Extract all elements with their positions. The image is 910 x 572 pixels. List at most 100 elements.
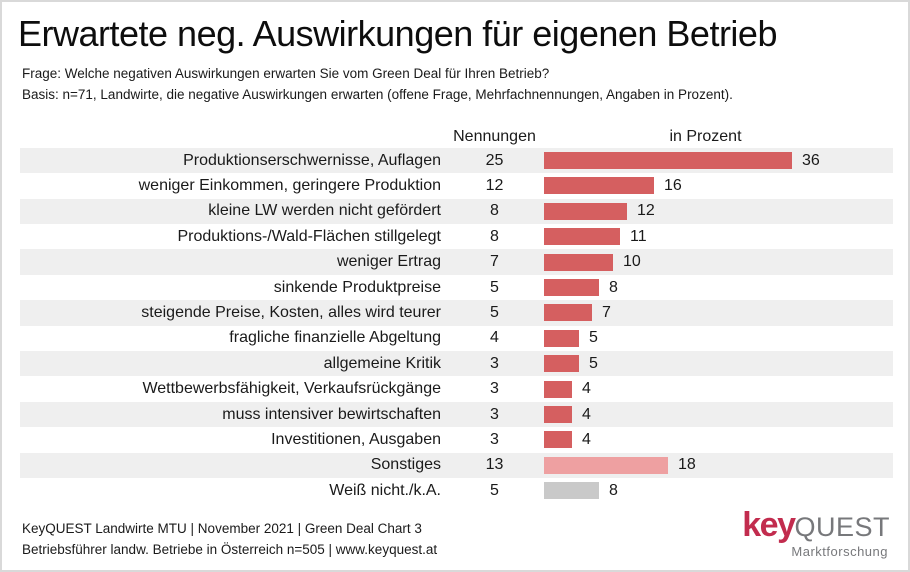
- row-label: weniger Einkommen, geringere Produktion: [138, 176, 441, 194]
- row-bar-cell: 4: [544, 380, 893, 398]
- basis-text: Basis: n=71, Landwirte, die negative Aus…: [22, 86, 733, 102]
- table-row: allgemeine Kritik 3 5: [20, 351, 893, 377]
- row-label: Wettbewerbsfähigkeit, Verkaufsrückgänge: [142, 380, 441, 398]
- row-label: sinkende Produktpreise: [273, 278, 441, 296]
- subtitle-block: Frage: Welche negativen Auswirkungen erw…: [22, 63, 888, 105]
- row-label: Produktionserschwernisse, Auflagen: [183, 151, 441, 169]
- logo-key-text: key: [742, 506, 796, 544]
- row-bar: [544, 152, 792, 170]
- row-percent-value: 8: [609, 481, 618, 499]
- row-label: fragliche finanzielle Abgeltung: [229, 329, 441, 347]
- table-row: steigende Preise, Kosten, alles wird teu…: [20, 300, 893, 326]
- row-bar: [544, 253, 613, 271]
- row-label: Investitionen, Ausgaben: [271, 430, 441, 448]
- row-count-value: 5: [490, 303, 499, 321]
- table-row: Sonstiges 13 18: [20, 452, 893, 478]
- row-label: weniger Ertrag: [336, 253, 441, 271]
- table-row: weniger Einkommen, geringere Produktion …: [20, 173, 893, 198]
- question-text: Frage: Welche negativen Auswirkungen erw…: [22, 65, 550, 81]
- row-percent-value: 4: [582, 380, 591, 398]
- row-label: muss intensiver bewirtschaften: [222, 405, 441, 423]
- row-count-value: 8: [490, 202, 499, 220]
- logo-tagline: Marktforschung: [791, 544, 888, 559]
- row-percent-value: 4: [582, 430, 591, 448]
- logo-wordmark: keyQUEST: [742, 508, 890, 542]
- row-bar: [544, 355, 579, 373]
- row-count-value: 4: [490, 329, 499, 347]
- table-row: sinkende Produktpreise 5 8: [20, 275, 893, 300]
- chart-rows: Produktionserschwernisse, Auflagen 25 36…: [20, 147, 893, 503]
- row-count-value: 3: [490, 380, 499, 398]
- column-headers: Nennungen in Prozent: [20, 122, 893, 146]
- row-bar-cell: 4: [544, 431, 893, 449]
- row-count-value: 5: [490, 481, 499, 499]
- row-label: allgemeine Kritik: [323, 354, 441, 372]
- row-percent-value: 16: [664, 176, 682, 194]
- row-bar: [544, 456, 668, 474]
- row-bar-cell: 16: [544, 177, 893, 195]
- row-count-value: 7: [490, 253, 499, 271]
- table-row: kleine LW werden nicht gefördert 8 12: [20, 198, 893, 225]
- row-percent-value: 10: [623, 253, 641, 271]
- row-percent-value: 11: [630, 227, 647, 245]
- row-count-value: 3: [490, 430, 499, 448]
- row-label: steigende Preise, Kosten, alles wird teu…: [141, 303, 441, 321]
- row-bar-cell: 8: [544, 482, 893, 500]
- row-count-value: 3: [490, 354, 499, 372]
- row-percent-value: 5: [589, 329, 598, 347]
- table-row: muss intensiver bewirtschaften 3 4: [20, 401, 893, 428]
- row-bar: [544, 431, 572, 449]
- row-bar-cell: 18: [544, 456, 893, 474]
- row-bar-cell: 5: [544, 355, 893, 373]
- row-percent-value: 7: [602, 303, 611, 321]
- row-bar: [544, 177, 654, 195]
- row-bar: [544, 304, 592, 322]
- row-bar-cell: 7: [544, 304, 893, 322]
- row-label: kleine LW werden nicht gefördert: [208, 202, 441, 220]
- row-label: Weiß nicht./k.A.: [329, 481, 441, 499]
- table-row: Investitionen, Ausgaben 3 4: [20, 427, 893, 452]
- row-bar-cell: 36: [544, 152, 893, 170]
- row-bar-cell: 10: [544, 253, 893, 271]
- row-label: Sonstiges: [370, 456, 441, 474]
- table-row: Wettbewerbsfähigkeit, Verkaufsrückgänge …: [20, 376, 893, 401]
- row-count-value: 13: [485, 456, 504, 474]
- row-percent-value: 12: [637, 202, 655, 220]
- table-row: fragliche finanzielle Abgeltung 4 5: [20, 326, 893, 351]
- row-count-value: 5: [490, 278, 499, 296]
- row-bar-cell: 5: [544, 329, 893, 347]
- table-row: Weiß nicht./k.A. 5 8: [20, 478, 893, 503]
- footer: KeyQUEST Landwirte MTU | November 2021 |…: [22, 518, 437, 560]
- row-bar: [544, 202, 627, 220]
- footer-line-1: KeyQUEST Landwirte MTU | November 2021 |…: [22, 521, 422, 536]
- column-header-nennungen: Nennungen: [453, 127, 536, 145]
- row-label: Produktions-/Wald-Flächen stillgelegt: [177, 227, 441, 245]
- row-count-value: 3: [490, 405, 499, 423]
- row-count-value: 8: [490, 227, 499, 245]
- page-title: Erwartete neg. Auswirkungen für eigenen …: [18, 13, 777, 54]
- row-bar: [544, 482, 599, 500]
- row-bar-cell: 4: [544, 406, 893, 424]
- row-bar-cell: 12: [544, 202, 893, 220]
- row-percent-value: 18: [678, 456, 696, 474]
- table-row: Produktionserschwernisse, Auflagen 25 36: [20, 147, 893, 174]
- row-bar: [544, 406, 572, 423]
- row-percent-value: 36: [802, 151, 820, 169]
- footer-line-2: Betriebsführer landw. Betriebe in Österr…: [22, 542, 438, 557]
- row-bar-cell: 8: [544, 279, 893, 297]
- table-row: weniger Ertrag 7 10: [20, 249, 893, 275]
- column-header-prozent: in Prozent: [669, 127, 742, 145]
- row-bar: [544, 228, 620, 246]
- logo-quest-text: QUEST: [794, 512, 890, 542]
- row-bar: [544, 279, 599, 297]
- row-count-value: 12: [485, 176, 504, 194]
- row-bar: [544, 329, 579, 347]
- row-percent-value: 5: [589, 354, 598, 372]
- row-bar: [544, 380, 572, 398]
- row-bar-cell: 11: [544, 228, 893, 246]
- row-percent-value: 8: [609, 278, 618, 296]
- row-percent-value: 4: [582, 405, 591, 423]
- keyquest-logo: keyQUEST Marktforschung: [742, 508, 890, 558]
- row-count-value: 25: [485, 151, 504, 169]
